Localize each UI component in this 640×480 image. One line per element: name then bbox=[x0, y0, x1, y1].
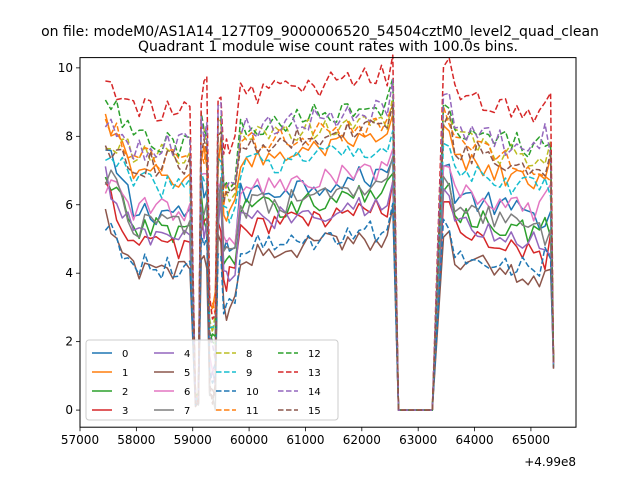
series-line-11 bbox=[104, 104, 555, 411]
series-line-8 bbox=[105, 95, 555, 411]
legend-label-6: 6 bbox=[184, 387, 190, 398]
x-axis: 57000 58000 59000 60000 61000 62000 63000 64000… bbox=[61, 427, 550, 447]
series-line-13 bbox=[105, 54, 555, 411]
y-axis: 0 2 4 6 8 10 bbox=[58, 61, 80, 417]
legend-label-7: 7 bbox=[184, 406, 190, 417]
series-line-3 bbox=[104, 180, 555, 411]
series-line-9 bbox=[105, 130, 555, 411]
legend-label-2: 2 bbox=[122, 387, 128, 398]
series-layer bbox=[104, 54, 555, 411]
y-tick-label: 10 bbox=[58, 61, 73, 75]
x-tick-label: 65000 bbox=[512, 433, 550, 447]
series-line-0 bbox=[105, 149, 555, 411]
legend-label-5: 5 bbox=[184, 368, 190, 379]
x-tick-label: 61000 bbox=[286, 433, 324, 447]
legend-label-0: 0 bbox=[122, 349, 128, 360]
x-tick-label: 60000 bbox=[230, 433, 268, 447]
legend-label-14: 14 bbox=[308, 387, 321, 398]
legend-label-9: 9 bbox=[246, 368, 252, 379]
series-line-4 bbox=[104, 166, 555, 411]
y-tick-label: 6 bbox=[65, 198, 73, 212]
series-line-10 bbox=[104, 202, 555, 411]
y-tick-label: 4 bbox=[65, 266, 73, 280]
y-tick-label: 0 bbox=[65, 403, 73, 417]
series-line-6 bbox=[104, 148, 555, 411]
y-tick-label: 8 bbox=[65, 129, 73, 143]
figure-suptitle: on file: modeM0/AS1A14_127T09_9000006520… bbox=[41, 24, 599, 40]
axes-frame bbox=[79, 57, 577, 428]
y-tick-label: 2 bbox=[65, 335, 73, 349]
x-tick-label: 58000 bbox=[117, 433, 155, 447]
x-tick-label: 62000 bbox=[343, 433, 381, 447]
legend-label-12: 12 bbox=[308, 349, 321, 360]
series-line-5 bbox=[104, 205, 555, 411]
x-tick-label: 59000 bbox=[174, 433, 212, 447]
legend-label-13: 13 bbox=[308, 368, 321, 379]
legend-label-1: 1 bbox=[122, 368, 128, 379]
legend-label-10: 10 bbox=[246, 387, 259, 398]
legend-label-15: 15 bbox=[308, 406, 321, 417]
legend-label-8: 8 bbox=[246, 349, 252, 360]
chart-title: Quadrant 1 module wise count rates with … bbox=[138, 39, 518, 55]
series-line-7 bbox=[104, 155, 555, 411]
x-tick-label: 64000 bbox=[455, 433, 493, 447]
x-tick-label: 63000 bbox=[399, 433, 437, 447]
legend-label-4: 4 bbox=[184, 349, 190, 360]
x-axis-offset-label: +4.99e8 bbox=[524, 455, 576, 469]
series-line-15 bbox=[104, 103, 555, 411]
legend-label-3: 3 bbox=[122, 406, 128, 417]
legend-box bbox=[85, 339, 339, 421]
legend-label-11: 11 bbox=[246, 406, 259, 417]
series-line-14 bbox=[104, 79, 555, 411]
plot-area bbox=[104, 54, 555, 411]
x-tick-label: 57000 bbox=[61, 433, 99, 447]
